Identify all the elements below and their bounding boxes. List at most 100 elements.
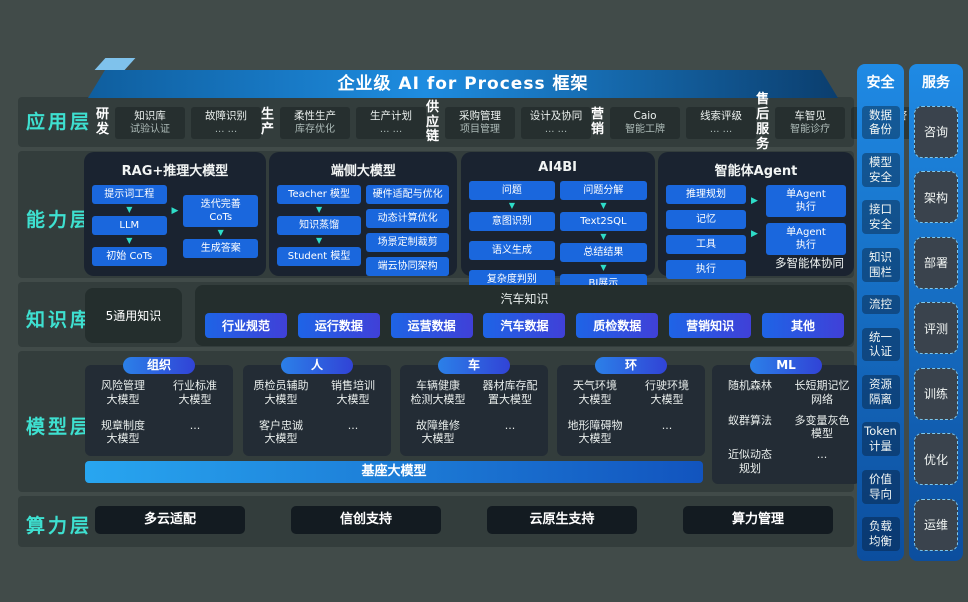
compute-item: 云原生支持 [487, 506, 637, 534]
app-layer-band [18, 97, 854, 147]
model-group-vehicle: 车 车辆健康 检测大模型 器材库存配 置大模型 故障维修 大模型... [400, 357, 548, 456]
security-item: 模型 安全 [861, 152, 900, 187]
model-item: ... [347, 418, 359, 432]
service-title: 服务 [922, 75, 950, 91]
app-item-line: 车智见 [794, 109, 826, 122]
arrow-down-icon: ▼ [126, 236, 133, 245]
model-group-pill: 车 [438, 357, 510, 374]
flow-step: 推理规划 [665, 185, 746, 204]
model-group-ml: ML 随机森林 长短期记忆 网络 蚁群算法 多变量灰色 模型 近似动态 规划... [712, 357, 860, 484]
model-item: ... [816, 448, 828, 461]
flow-step: Teacher 模型 [277, 185, 361, 204]
model-group-people: 人 质检员辅助 大模型 销售培训 大模型 客户忠诚 大模型... [243, 357, 391, 456]
flow-step: 记忆 [665, 210, 746, 229]
model-item: 蚁群算法 [728, 413, 772, 427]
knowledge-tag: 运行数据 [297, 313, 380, 338]
app-item: 柔性生产 库存优化 [280, 106, 351, 140]
knowledge-tag: 质检数据 [576, 313, 659, 338]
app-group-label: 供应链 [426, 99, 440, 145]
arrow-right-icon: ▶ [171, 206, 179, 216]
app-item-line: 智能工牌 [625, 124, 666, 136]
box-title: 端侧大模型 [330, 164, 396, 179]
layer-label-model: 模型层 [26, 416, 93, 438]
app-item-line: 采购管理 [459, 109, 502, 122]
arrow-down-icon: ▼ [600, 232, 607, 241]
flow-step: Student 模型 [277, 247, 361, 266]
app-item: 故障识别 ... ... [191, 106, 262, 140]
flow-step: 执行 [665, 260, 746, 279]
knowledge-tag: 行业规范 [205, 313, 287, 338]
flow-step: 工具 [665, 235, 746, 254]
model-item: 规章制度 大模型 [101, 418, 145, 446]
arrow-right-icon: ▶ [750, 229, 758, 239]
app-item-line: 生产计划 [370, 109, 413, 122]
box-title: RAG+推理大模型 [121, 164, 229, 179]
knowledge-tag-row: 行业规范 运行数据 运营数据 汽车数据 质检数据 营销知识 其他 [195, 307, 854, 338]
edge-model-box: 端侧大模型 Teacher 模型 ▼ 知识蒸馏 ▼ Student 模型 硬件适… [269, 152, 458, 276]
flow-step: 初始 CoTs [92, 247, 167, 266]
base-model-banner: 基座大模型 [85, 461, 703, 483]
flow-step: 迭代完善 CoTs [183, 195, 259, 227]
model-item: 行驶环境 大模型 [645, 379, 689, 406]
layer-label-capability: 能力层 [26, 209, 93, 231]
app-item-line: 项目管理 [460, 124, 501, 136]
flow-step: 生成答案 [183, 239, 259, 258]
knowledge-tag: 汽车数据 [483, 313, 566, 338]
model-group-pill: 环 [595, 357, 667, 374]
app-item: 采购管理 项目管理 [445, 106, 516, 140]
arrow-down-icon: ▼ [316, 236, 323, 245]
app-item-line: 库存优化 [295, 124, 336, 136]
flow-step: 单Agent 执行 [765, 223, 846, 255]
knowledge-tag: 运营数据 [390, 313, 473, 338]
auto-knowledge-title: 汽车知识 [500, 292, 549, 306]
model-group-environment: 环 天气环境 大模型 行驶环境 大模型 地形障碍物 大模型... [557, 357, 705, 456]
app-item: 生产计划 ... ... [356, 106, 427, 140]
compute-item: 算力管理 [683, 506, 833, 534]
auto-knowledge-box: 汽车知识 行业规范 运行数据 运营数据 汽车数据 质检数据 营销知识 其他 [195, 285, 854, 346]
model-item: ... [189, 418, 201, 432]
security-item: 负载 均衡 [861, 517, 900, 551]
service-item: 训练 [914, 367, 958, 420]
app-group-production: 生产 柔性生产 库存优化 生产计划 ... ... [261, 106, 427, 140]
model-item: 质检员辅助 大模型 [253, 379, 309, 406]
app-item-line: 故障识别 [205, 109, 248, 122]
security-strip: 安全 数据 备份 模型 安全 接口 安全 知识 围栏 流控 统一 认证 资源 隔离 Token… [857, 64, 904, 561]
app-group-label: 生产 [261, 107, 275, 137]
service-item: 评测 [914, 302, 958, 355]
app-item-line: 试验认证 [130, 124, 171, 136]
flow-step: 硬件适配与优化 [365, 185, 450, 204]
model-item: 客户忠诚 大模型 [259, 418, 303, 446]
flow-step: 问题 [468, 181, 556, 200]
security-item: 知识 围栏 [861, 247, 900, 282]
arrow-down-icon: ▼ [508, 201, 515, 210]
agent-box: 智能体Agent 推理规划 记忆 工具 执行 ▶ ▶ 单Agent 执行 单Ag… [657, 152, 854, 279]
app-layer-row: 研发 知识库 试验认证 故障识别 ... ... 生产 柔性生产 库存优化 生产… [96, 92, 922, 152]
app-item-line: 柔性生产 [294, 109, 337, 122]
model-item: 销售培训 大模型 [331, 379, 375, 406]
model-item: 多变量灰色 模型 [794, 413, 850, 441]
app-item: Caio 智能工牌 [610, 106, 681, 140]
rag-model-box: RAG+推理大模型 提示词工程 ▼ LLM ▼ 初始 CoTs ▶ 迭代完善 C… [84, 152, 266, 276]
flow-step: LLM [92, 216, 167, 235]
arrow-right-icon: ▶ [750, 196, 758, 206]
app-group-rd: 研发 知识库 试验认证 故障识别 ... ... [96, 106, 262, 140]
flow-step: 总结结果 [560, 243, 647, 262]
arrow-down-icon: ▼ [600, 201, 607, 210]
model-item: 故障维修 大模型 [416, 418, 460, 446]
app-item-line: ... ... [709, 124, 733, 136]
model-item: 地形障碍物 大模型 [567, 418, 623, 446]
app-item-line: 线索评级 [700, 109, 743, 122]
flow-step: 场景定制裁剪 [365, 233, 450, 252]
flow-step: 意图识别 [468, 212, 556, 231]
ai4bi-box: AI4BI 问题 ▼ 意图识别 语义生成 复杂度判别 问题分解 ▼ Text2S… [460, 152, 655, 293]
compute-item: 多云适配 [95, 506, 245, 534]
app-group-label: 售后服务 [756, 92, 770, 152]
app-item-line: 知识库 [134, 109, 166, 122]
security-item: 资源 隔离 [861, 374, 900, 409]
app-item-line: Caio [633, 109, 657, 122]
app-group-label: 营销 [591, 107, 605, 137]
title-banner: 企业级 AI for Process 框架 [88, 70, 838, 98]
banner-accent-shape [94, 58, 136, 70]
multi-agent-caption: 多智能体协同 [774, 256, 844, 270]
